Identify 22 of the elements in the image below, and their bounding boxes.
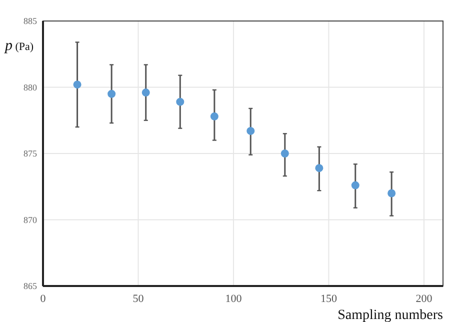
point xyxy=(315,164,324,172)
x-axis-title: Sampling numbers xyxy=(338,308,443,322)
point xyxy=(142,88,150,97)
x-tick-label: 0 xyxy=(40,293,46,305)
y-tick-label: 875 xyxy=(24,148,38,159)
x-tick-label: 200 xyxy=(416,293,433,305)
x-tick-label: 150 xyxy=(320,293,338,305)
point xyxy=(388,189,396,198)
y-tick-label: 885 xyxy=(24,16,38,26)
y-tick-label: 880 xyxy=(24,82,38,92)
point xyxy=(73,80,82,89)
point xyxy=(210,112,218,120)
point xyxy=(108,90,116,98)
point xyxy=(280,150,289,158)
y-tick-label: 865 xyxy=(24,281,38,292)
y-tick-label: 870 xyxy=(24,214,38,225)
point xyxy=(351,181,360,190)
point xyxy=(176,98,184,106)
y-axis-title: p (Pa) xyxy=(4,38,34,54)
point xyxy=(246,126,255,135)
x-tick-label: 100 xyxy=(225,293,242,305)
x-tick-label: 50 xyxy=(132,293,144,305)
